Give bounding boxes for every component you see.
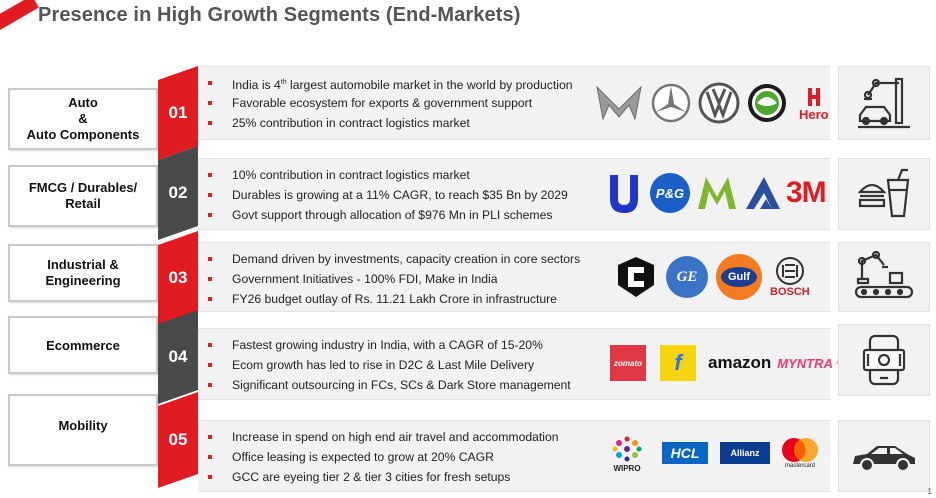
vw-logo xyxy=(698,82,740,124)
bullet-item: Favorable ecosystem for exports & govern… xyxy=(208,93,573,113)
segment-content: Fastest growing industry in India, with … xyxy=(198,328,830,400)
segment-content: India is 4th largest automobile market i… xyxy=(198,66,830,140)
bullet-item: Ecom growth has led to rise in D2C & Las… xyxy=(208,355,571,375)
brand-logos: Hero xyxy=(595,80,829,126)
bullet-item: Government Initiatives - 100% FDI, Make … xyxy=(208,269,580,289)
amazon-logo: amazon xyxy=(708,353,772,372)
segment-number: 03 xyxy=(158,231,198,325)
segment-label-line: FMCG / Durables/ xyxy=(28,180,138,195)
page-title: Presence in High Growth Segments (End-Ma… xyxy=(38,4,521,26)
bullet-item: 10% contribution in contract logistics m… xyxy=(208,165,568,185)
phone-cash-icon xyxy=(838,324,930,396)
bullet-item: Govt support through allocation of $976 … xyxy=(208,205,568,225)
cummins-logo xyxy=(614,255,658,299)
segment-label-line: Ecommerce xyxy=(46,338,120,353)
brand-logos: zomato f amazon MYNTRA .com xyxy=(610,340,848,386)
segment-number: 01 xyxy=(158,66,198,160)
allianz-logo: Allianz xyxy=(720,442,770,464)
bullet-item: India is 4th largest automobile market i… xyxy=(208,73,573,93)
bosch-logo: BOSCH xyxy=(770,256,810,298)
skoda-logo xyxy=(748,84,786,122)
segment-label-line: Auto xyxy=(68,95,98,110)
segment-label-line: Retail xyxy=(65,196,101,211)
robot-arm-car-icon xyxy=(838,66,930,140)
hero-logo: Hero xyxy=(799,86,829,121)
car-icon xyxy=(838,420,930,492)
bullet-item: Demand driven by investments, capacity c… xyxy=(208,249,580,269)
bullet-item: Durables is growing at a 11% CAGR, to re… xyxy=(208,185,568,205)
unilever-logo xyxy=(610,175,638,213)
hcl-logo: HCL xyxy=(662,442,708,464)
segment-label-line: Industrial & xyxy=(47,257,119,272)
segment-label: FMCG / Durables/ Retail xyxy=(8,165,158,227)
marico-logo xyxy=(698,177,736,209)
bullet-item: GCC are eyeing tier 2 & tier 3 cities fo… xyxy=(208,467,559,487)
bullet-item: 25% contribution in contract logistics m… xyxy=(208,113,573,133)
segment-label-line: Engineering xyxy=(45,273,121,288)
3m-logo: 3M xyxy=(786,176,827,209)
mahindra-logo xyxy=(596,85,642,121)
segment-label: Ecommerce xyxy=(8,316,158,374)
bullet-item: Increase in spend on high end air travel… xyxy=(208,427,559,447)
corner-accent xyxy=(0,0,39,43)
segment-label-line: Auto Components xyxy=(26,127,140,142)
segment-label: Mobility xyxy=(8,394,158,466)
itc-logo xyxy=(746,177,780,209)
zomato-logo: zomato xyxy=(610,345,646,381)
segment-label: Auto & Auto Components xyxy=(8,88,158,150)
wipro-logo: WIPRO xyxy=(610,434,644,473)
brand-logos: GE Gulf BOSCH xyxy=(614,254,810,300)
segment-label-line: Mobility xyxy=(58,418,108,433)
segment-label: Industrial & Engineering xyxy=(8,244,158,302)
flipkart-logo: f xyxy=(660,345,696,381)
segment-number: 02 xyxy=(158,146,198,240)
ge-logo: GE xyxy=(666,256,708,298)
mastercard-logo: mastercard xyxy=(780,437,820,469)
robot-conveyor-icon xyxy=(838,242,930,312)
bullet-item: FY26 budget outlay of Rs. 11.21 Lakh Cro… xyxy=(208,289,580,309)
bullet-item: Fastest growing industry in India, with … xyxy=(208,335,571,355)
gulf-logo: Gulf xyxy=(716,254,762,300)
burger-drink-icon xyxy=(838,158,930,230)
pg-logo: P&G xyxy=(650,173,690,213)
segment-label-line: & xyxy=(78,111,88,126)
myntra-logo: MYNTRA xyxy=(777,355,833,371)
mercedes-logo xyxy=(651,83,691,123)
segment-number: 05 xyxy=(158,392,198,488)
brand-logos: WIPRO HCL Allianz mastercard xyxy=(610,430,820,476)
segment-content: 10% contribution in contract logistics m… xyxy=(198,158,830,230)
brand-logos: P&G 3M xyxy=(604,170,827,216)
segment-number: 04 xyxy=(158,310,198,404)
slide-number: 1 xyxy=(927,487,932,496)
bullet-item: Significant outsourcing in FCs, SCs & Da… xyxy=(208,375,571,395)
bullet-item: Office leasing is expected to grow at 20… xyxy=(208,447,559,467)
